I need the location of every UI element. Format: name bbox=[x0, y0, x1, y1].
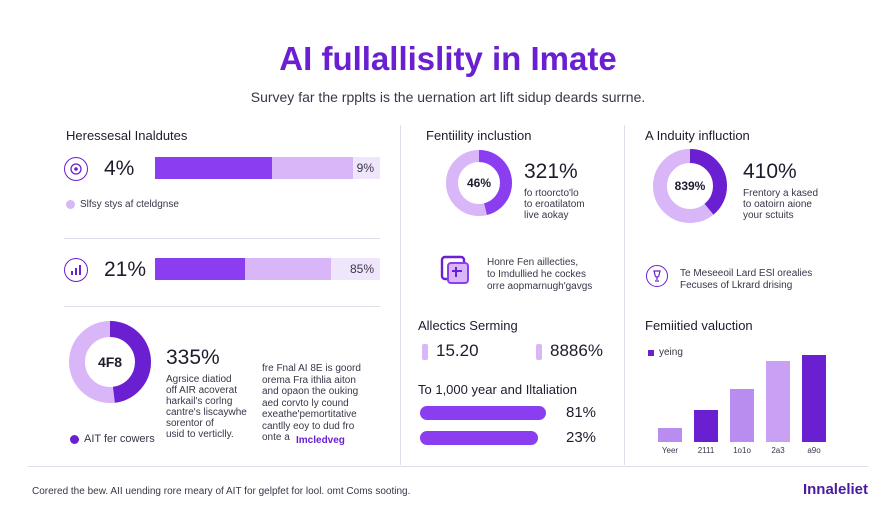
chart-x-tick-3: 2a3 bbox=[771, 446, 785, 455]
row1-value: 4% bbox=[104, 157, 135, 180]
middle-donut bbox=[446, 150, 512, 216]
divider-left bbox=[400, 125, 401, 465]
left-donut-arc bbox=[69, 321, 151, 403]
divider-left-2 bbox=[64, 306, 380, 307]
right-donut-desc-line-0: Frentory a kased bbox=[743, 188, 819, 199]
chart-x-tick-4: a9o bbox=[807, 446, 821, 455]
right-donut-description: Frentory a kased to oatoirn aione your sct… bbox=[743, 188, 818, 221]
left-column-title: Heressesal Inaldutes bbox=[66, 128, 188, 143]
analytics-stat-1: 15.20 bbox=[436, 341, 479, 360]
left-note-line-4: exeathe'pemortitative bbox=[262, 409, 357, 420]
left-donut-desc-line-1: off AIR acoverat bbox=[166, 385, 237, 396]
row2-end-label: 85% bbox=[349, 262, 374, 276]
chart-x-tick-0: Yeer bbox=[661, 446, 679, 455]
left-donut-legend: AIT fer cowers bbox=[84, 433, 155, 445]
chart-legend-label: yeing bbox=[659, 347, 683, 358]
middle-donut-desc-line-0: fo rtoorcto'lo bbox=[524, 188, 579, 199]
right-donut-stat: 410% bbox=[743, 160, 797, 183]
chart-title: Femiitied valuction bbox=[645, 318, 753, 333]
right-note-line-1: Fecuses of Lkrard drising bbox=[680, 280, 793, 291]
left-note-line-2: and opaon the ouking bbox=[262, 386, 359, 397]
legend1-dot bbox=[66, 200, 75, 209]
middle-donut-center: 46% bbox=[466, 176, 492, 190]
middle-feature-line-0: Honre Fen aillecties, bbox=[487, 257, 579, 268]
middle-feature-line-1: to Imdullied he cockes bbox=[487, 269, 586, 280]
right-donut bbox=[653, 149, 727, 223]
right-column-title: A Induity influction bbox=[645, 128, 750, 143]
middle-donut-description: fo rtoorcto'lo to eroatilatom live aokay bbox=[524, 188, 585, 221]
right-note-line-0: Te Meseeoil Lard ESl orealies bbox=[680, 268, 813, 279]
divider-footer bbox=[28, 466, 868, 467]
row1-bar: 9% bbox=[155, 157, 380, 179]
analytics-marker-1 bbox=[422, 344, 428, 360]
chart-x-tick-2: 1o1o bbox=[733, 446, 751, 455]
left-note-line-0: fre Fnal AI 8E is goord bbox=[262, 363, 361, 374]
left-donut-desc-line-4: sorentor of bbox=[166, 418, 214, 429]
target-icon bbox=[64, 157, 88, 181]
page-subtitle: Survey far the rpplts is the uernation a… bbox=[250, 89, 646, 105]
progress-title: To 1,000 year and Iltaliation bbox=[418, 382, 577, 397]
left-note-line-1: orema Fra ithlia aiton bbox=[262, 374, 356, 386]
middle-donut-stat: 321% bbox=[524, 160, 578, 183]
divider-right bbox=[624, 125, 625, 465]
bar-chart bbox=[650, 345, 830, 442]
middle-donut-desc-line-1: to eroatilatom bbox=[524, 199, 585, 210]
analytics-stat-2: 8886% bbox=[550, 341, 603, 360]
left-donut-center: 4F8 bbox=[97, 354, 123, 370]
left-donut-legend-dot bbox=[70, 435, 79, 444]
chart-legend-swatch bbox=[648, 350, 654, 356]
left-donut-desc-line-3: cantre's liscaywhe bbox=[166, 407, 247, 418]
row2-bar-primary bbox=[155, 258, 245, 280]
progress-bar-2 bbox=[420, 431, 538, 445]
row1-end-label: 9% bbox=[356, 161, 374, 175]
left-donut-description: Agrsice diatiod off AIR acoverat harkail's… bbox=[166, 374, 247, 440]
row2-value: 21% bbox=[104, 258, 147, 281]
chart-icon bbox=[64, 258, 88, 282]
right-donut-arc bbox=[653, 149, 727, 223]
right-donut-center: 839% bbox=[674, 179, 706, 193]
footer-text: Corered the bew. AII uending rore rneary… bbox=[32, 486, 411, 497]
progress-bar-1 bbox=[420, 406, 546, 420]
legend1-label: Slfsy stys af cteldgnse bbox=[80, 199, 179, 210]
middle-column-title: Fentiility inclustion bbox=[426, 128, 532, 143]
row2-bar: 85% bbox=[155, 258, 380, 280]
page-title: AI fullallislity in Imate bbox=[279, 40, 617, 77]
left-note-line-6: onte a bbox=[262, 432, 290, 443]
analytics-marker-2 bbox=[536, 344, 542, 360]
left-donut bbox=[69, 321, 151, 403]
left-donut-desc-line-5: usid to verticlly. bbox=[166, 429, 234, 440]
left-note-link[interactable]: Imcledveg bbox=[296, 435, 345, 446]
chart-x-tick-1: 2111 bbox=[697, 446, 715, 455]
right-donut-desc-line-1: to oatoirn aione bbox=[743, 199, 812, 210]
chart-bar-3 bbox=[766, 360, 790, 442]
chart-bar-0 bbox=[658, 428, 682, 442]
chart-bar-1 bbox=[694, 409, 718, 442]
left-donut-desc-line-2: harkail's corlng bbox=[166, 396, 233, 407]
progress-label-1: 81% bbox=[566, 404, 597, 421]
middle-feature-text: Honre Fen aillecties, to Imdullied he coc… bbox=[487, 257, 592, 293]
wine-glass-icon bbox=[646, 265, 668, 287]
right-note: Te Meseeoil Lard ESl orealies Fecuses of … bbox=[680, 268, 812, 292]
puzzle-icon bbox=[438, 253, 472, 292]
left-donut-stat: 335% bbox=[166, 346, 220, 369]
progress-label-2: 23% bbox=[566, 429, 597, 446]
right-donut-desc-line-2: your sctuits bbox=[743, 210, 794, 221]
chart-bar-2 bbox=[730, 388, 754, 442]
analytics-title: Allectics Serming bbox=[418, 318, 518, 333]
divider-left-1 bbox=[64, 238, 380, 239]
brand-logo: Innaleliet bbox=[802, 481, 868, 498]
bar-chart-x-axis: Yeer 2111 1o1o 2a3 a9o bbox=[650, 446, 830, 458]
middle-donut-arc bbox=[446, 150, 512, 216]
left-note-line-5: cantlly eoy to dud fro bbox=[262, 420, 355, 432]
left-donut-desc-line-0: Agrsice diatiod bbox=[166, 374, 232, 385]
middle-donut-desc-line-2: live aokay bbox=[524, 210, 569, 221]
middle-feature-line-2: orre aopmarnugh'gavgs bbox=[487, 281, 593, 292]
chart-bar-4 bbox=[802, 354, 826, 442]
left-note-line-3: aed corvto ly cound bbox=[262, 397, 349, 409]
row1-bar-primary bbox=[155, 157, 272, 179]
left-note: fre Fnal AI 8E is goord orema Fra ithlia … bbox=[262, 363, 361, 444]
